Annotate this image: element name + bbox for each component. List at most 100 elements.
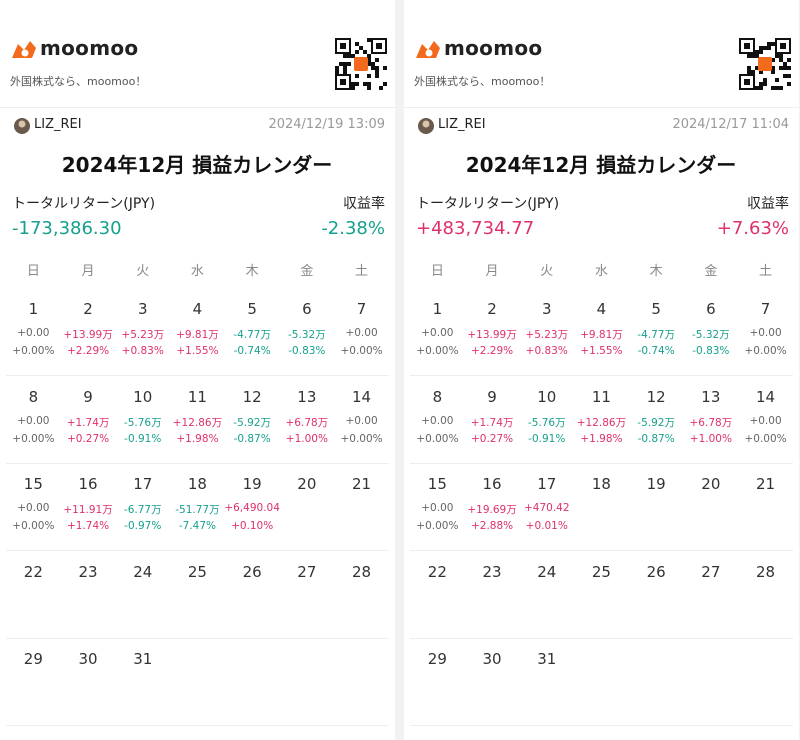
day-number: 10 — [133, 387, 153, 406]
day-number: 6 — [302, 300, 312, 318]
day-rate: +0.00% — [744, 432, 787, 445]
day-rate: +1.55% — [176, 345, 219, 357]
day-rate: -0.83% — [692, 345, 730, 357]
row-divider — [6, 375, 389, 376]
weekday: 金 — [704, 264, 718, 279]
day-number: 12 — [646, 387, 666, 406]
day-amount: +9.81万 — [176, 329, 219, 341]
day-rate: -0.97% — [124, 520, 162, 532]
day-rate: +0.00% — [12, 345, 55, 357]
day-number: 9 — [487, 387, 497, 406]
day-rate: -0.87% — [233, 432, 271, 445]
day-amount: -4.77万 — [637, 329, 675, 341]
day-rate: +0.00% — [416, 432, 459, 445]
day-number: 4 — [192, 300, 203, 318]
day-amount: +5.23万 — [121, 329, 165, 341]
day-number: 4 — [596, 300, 607, 318]
day-number: 3 — [137, 300, 148, 318]
divider — [0, 107, 395, 108]
username: LIZ_REI — [438, 117, 486, 132]
day-number: 2 — [83, 300, 93, 318]
day-number: 17 — [133, 475, 153, 493]
day-number: 18 — [187, 475, 207, 493]
day-rate: +0.27% — [470, 432, 514, 445]
logo-icon — [416, 41, 440, 58]
weekday: 火 — [540, 264, 554, 279]
day-amount: -4.77万 — [233, 329, 271, 341]
row-divider — [410, 725, 793, 726]
day-number: 23 — [78, 562, 98, 581]
day-rate: +0.00% — [340, 345, 383, 357]
day-number: 10 — [537, 387, 557, 406]
day-rate: -7.47% — [178, 520, 217, 532]
weekday: 火 — [136, 264, 150, 279]
day-number: 26 — [242, 562, 262, 581]
day-number: 12 — [242, 387, 262, 406]
day-number: 16 — [78, 475, 98, 493]
logo-icon — [12, 41, 36, 58]
username: LIZ_REI — [34, 117, 82, 132]
day-number: 6 — [706, 300, 716, 318]
day-number: 25 — [591, 562, 611, 581]
weekday: 水 — [190, 264, 204, 279]
day-number: 15 — [23, 475, 43, 493]
day-number: 7 — [356, 300, 367, 318]
total-return: +483,734.77 — [416, 218, 535, 239]
day-rate: +0.83% — [121, 345, 164, 357]
row-divider — [6, 637, 389, 639]
day-number: 27 — [297, 562, 317, 581]
avatar — [14, 118, 30, 134]
avatar — [418, 118, 434, 134]
day-rate: +1.98% — [176, 432, 219, 445]
day-amount: -5.92万 — [637, 416, 675, 429]
day-amount: +0.00 — [17, 502, 50, 514]
day-amount: +0.00 — [749, 414, 782, 427]
day-number: 3 — [541, 300, 552, 318]
day-number: 11 — [187, 387, 207, 406]
row-divider — [410, 550, 793, 551]
day-rate: +0.00% — [744, 345, 787, 357]
day-number: 20 — [297, 475, 317, 493]
day-amount: +0.00 — [17, 414, 50, 427]
day-amount: +5.23万 — [525, 329, 569, 341]
weekday: 金 — [300, 264, 314, 279]
rate-label: 収益率 — [747, 196, 789, 212]
day-amount: +12.86万 — [576, 416, 627, 429]
day-number: 7 — [760, 300, 771, 318]
day-rate: +1.00% — [689, 432, 732, 445]
day-number: 31 — [133, 650, 153, 668]
day-rate: +1.98% — [580, 432, 623, 445]
day-rate: +2.88% — [470, 520, 514, 532]
weekday: 水 — [594, 264, 608, 279]
tagline: 外国株式なら、moomoo！ — [10, 75, 147, 88]
timestamp: 2024/12/17 11:04 — [672, 117, 789, 132]
row-divider — [410, 375, 793, 376]
day-number: 19 — [646, 475, 666, 493]
day-number: 29 — [23, 650, 43, 668]
day-number: 27 — [701, 562, 721, 581]
divider — [404, 107, 799, 108]
day-number: 5 — [651, 300, 661, 318]
day-rate: -0.91% — [124, 432, 162, 445]
day-number: 14 — [352, 387, 372, 406]
row-divider — [410, 462, 793, 464]
day-number: 13 — [297, 387, 317, 406]
day-rate: -0.83% — [288, 345, 326, 357]
day-amount: +9.81万 — [580, 329, 623, 341]
day-number: 5 — [247, 300, 257, 318]
brand: moomoo — [444, 36, 543, 60]
day-amount: +19.69万 — [467, 504, 517, 516]
day-rate: +0.10% — [231, 520, 274, 532]
day-amount: +0.00 — [17, 327, 50, 339]
day-rate: +1.74% — [66, 520, 110, 532]
day-number: 17 — [537, 475, 557, 493]
day-amount: +0.00 — [345, 327, 378, 339]
day-rate: -0.91% — [528, 432, 566, 445]
rate-label: 収益率 — [343, 196, 385, 212]
day-number: 21 — [352, 475, 372, 493]
title: 2024年12月 損益カレンダー — [61, 153, 333, 177]
day-number: 30 — [78, 650, 98, 668]
day-number: 22 — [23, 562, 43, 581]
day-rate: +2.29% — [66, 345, 110, 357]
day-number: 11 — [591, 387, 611, 406]
